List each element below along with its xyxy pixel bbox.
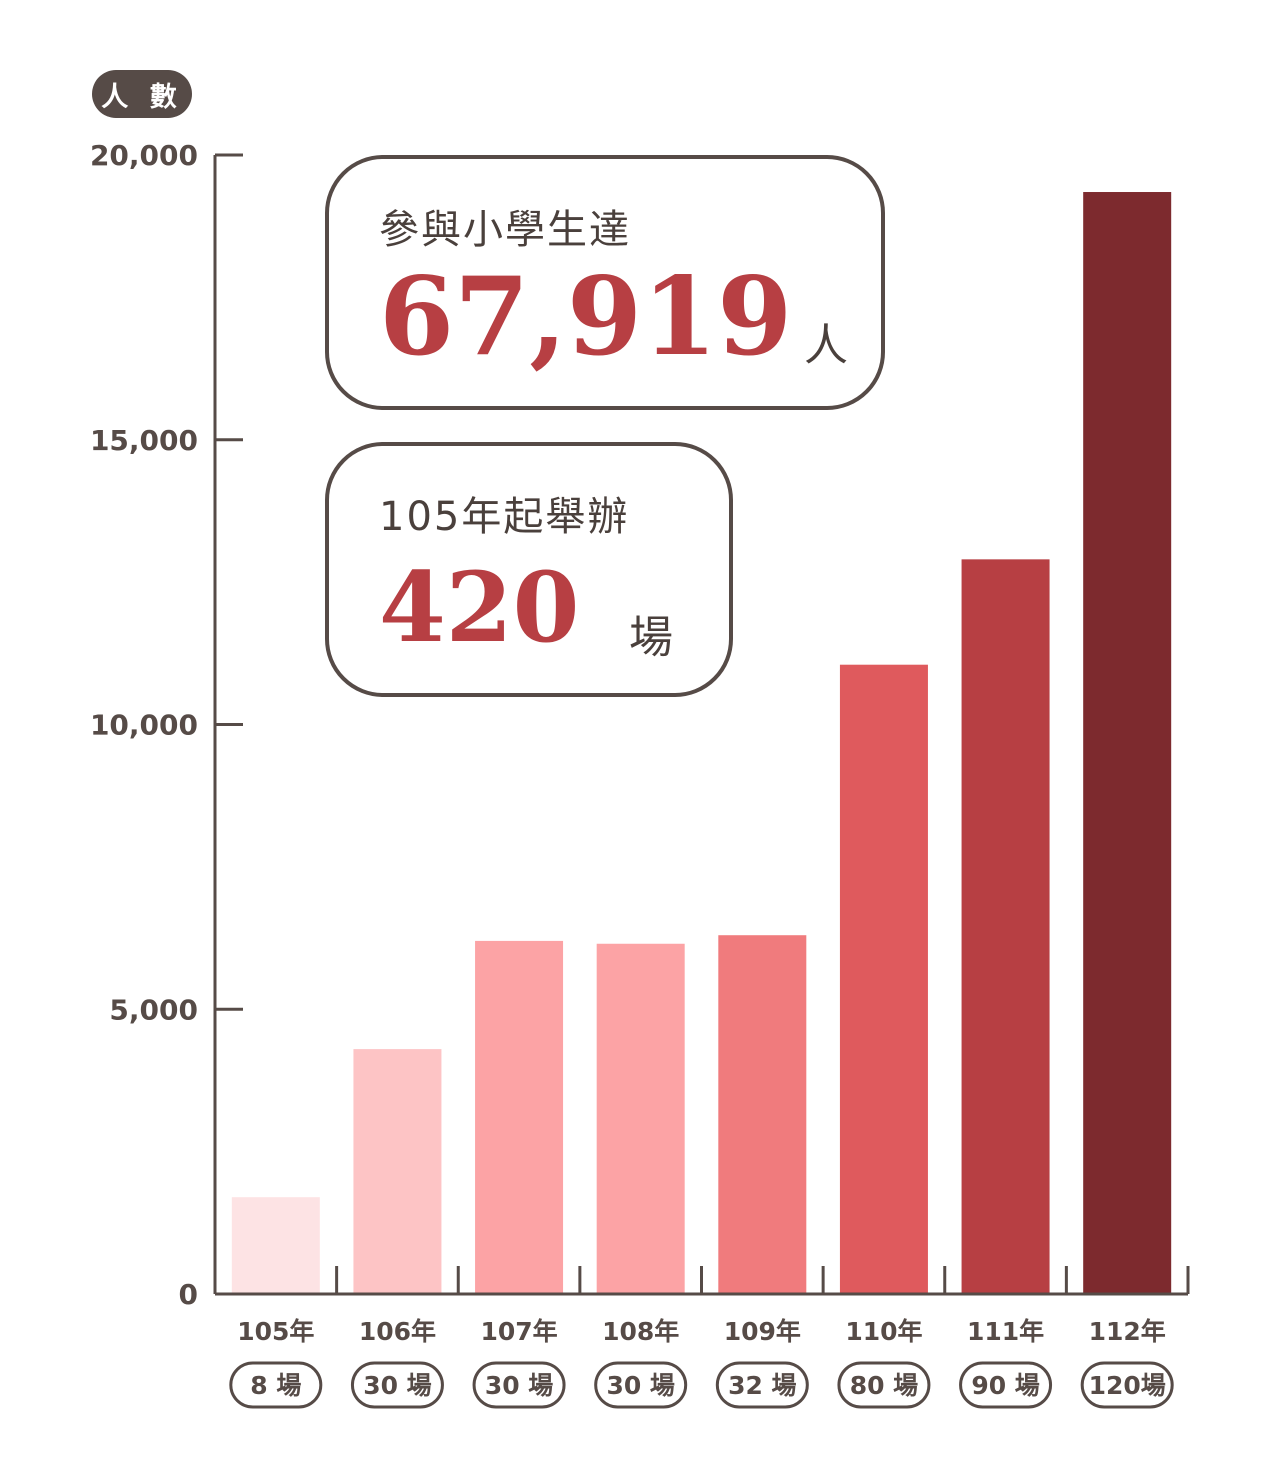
bar-107年	[475, 940, 564, 1294]
total-participants-value: 67,919	[379, 254, 793, 380]
x-tick-label: 108年	[602, 1317, 679, 1346]
session-count-label: 8 場	[250, 1371, 301, 1400]
x-tick-label: 106年	[359, 1317, 436, 1346]
y-tick-label: 10,000	[90, 709, 198, 742]
session-count-label: 30 場	[606, 1371, 675, 1400]
x-axis: 105年 8 場 106年 30 場 107年 30 場 108年 30 場 109年 32 場 1…	[215, 1266, 1190, 1409]
session-pill	[594, 1361, 688, 1409]
y-tick-label: 15,000	[90, 424, 198, 457]
total-events-value: 420	[379, 551, 580, 664]
x-tick-label: 110年	[845, 1317, 922, 1346]
session-count-label: 90 場	[971, 1371, 1040, 1400]
session-count-label: 30 場	[363, 1371, 432, 1400]
session-count-label: 30 場	[485, 1371, 554, 1400]
x-tick-label: 109年	[724, 1317, 801, 1346]
bar-109年	[718, 935, 807, 1294]
bar-111年	[961, 559, 1050, 1294]
session-count-label: 80 場	[850, 1371, 919, 1400]
y-tick-label: 5,000	[109, 993, 198, 1026]
y-tick-label: 20,000	[90, 139, 198, 172]
session-pill	[472, 1361, 566, 1409]
total-participants-caption: 參與小學生達	[379, 207, 631, 253]
y-axis-title: 人 數	[92, 70, 192, 118]
session-pill	[715, 1361, 809, 1409]
bar-106年	[353, 1049, 442, 1294]
total-participants-card: 參與小學生達 67,919 人	[325, 155, 885, 410]
total-events-card: 105年起舉辦 420 場	[325, 442, 733, 697]
total-events-caption: 105年起舉辦	[379, 494, 630, 540]
y-tick-label: 0	[179, 1278, 198, 1311]
x-tick-label: 111年	[967, 1317, 1044, 1346]
session-pill	[350, 1361, 444, 1409]
bar-108年	[596, 943, 685, 1294]
bar-112年	[1083, 192, 1172, 1295]
session-count-label: 120場	[1089, 1371, 1166, 1400]
x-tick-label: 105年	[237, 1317, 314, 1346]
session-count-label: 32 場	[728, 1371, 797, 1400]
session-pill	[959, 1361, 1053, 1409]
session-pill	[1080, 1361, 1174, 1409]
x-tick-label: 107年	[480, 1317, 557, 1346]
total-participants-unit: 人	[804, 320, 848, 371]
x-tick-label: 112年	[1089, 1317, 1166, 1346]
bar-105年	[231, 1197, 320, 1294]
session-pill	[837, 1361, 931, 1409]
y-axis: 0 5,000 10,000 15,000 20,000	[90, 139, 243, 1311]
bar-110年	[839, 664, 928, 1294]
session-pill	[229, 1361, 323, 1409]
total-events-unit: 場	[629, 612, 673, 663]
bars	[231, 192, 1172, 1295]
